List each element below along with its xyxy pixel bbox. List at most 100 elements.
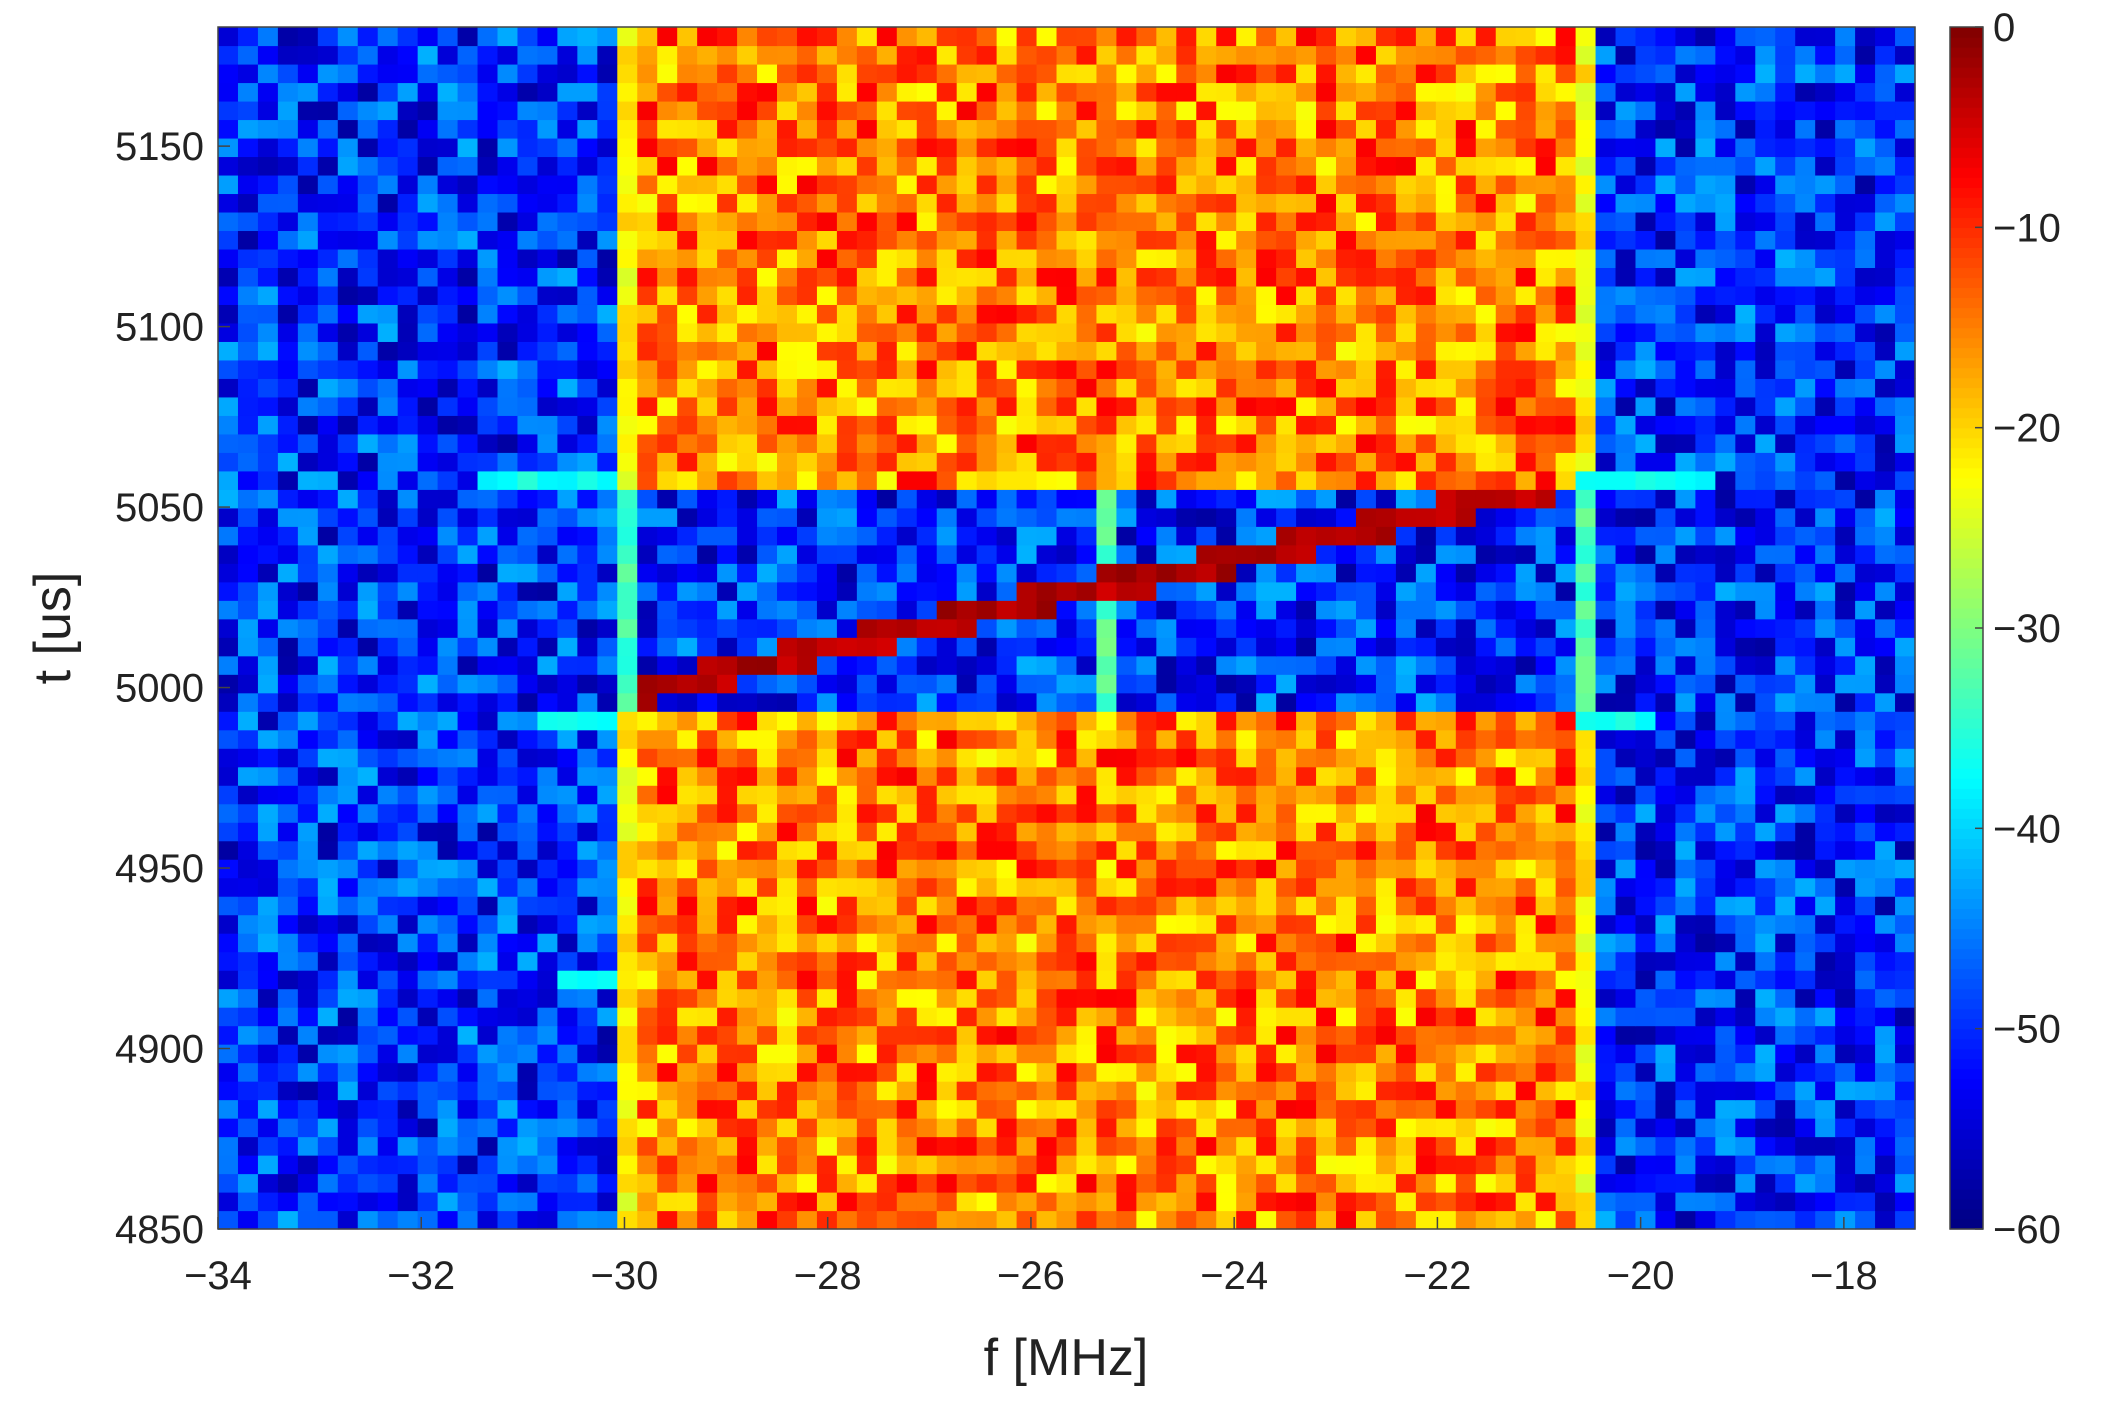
heatmap-cell	[1495, 692, 1517, 712]
heatmap-cell	[1336, 248, 1357, 268]
heatmap-cell	[1675, 951, 1696, 971]
heatmap-cell	[1056, 267, 1078, 287]
heatmap-cell	[976, 1136, 998, 1156]
heatmap-cell	[1595, 526, 1617, 546]
heatmap-cell	[1196, 470, 1217, 490]
heatmap-cell	[916, 267, 938, 287]
heatmap-cell	[976, 1044, 998, 1064]
heatmap-cell	[1176, 674, 1197, 694]
heatmap-cell	[1515, 933, 1537, 953]
heatmap-cell	[617, 489, 638, 509]
heatmap-cell	[257, 174, 279, 195]
heatmap-cell	[1755, 174, 1776, 195]
heatmap-cell	[218, 322, 239, 342]
heatmap-cell	[617, 563, 638, 583]
heatmap-cell	[936, 396, 958, 416]
heatmap-cell	[717, 748, 738, 768]
heatmap-cell	[1775, 1062, 1796, 1082]
heatmap-cell	[517, 1173, 539, 1193]
heatmap-cell	[1435, 526, 1457, 546]
heatmap-cell	[1855, 359, 1876, 379]
heatmap-cell	[777, 285, 798, 305]
heatmap-cells	[218, 27, 1916, 1230]
heatmap-cell	[1815, 1025, 1836, 1045]
heatmap-cell	[1296, 174, 1317, 195]
heatmap-cell	[477, 840, 499, 860]
heatmap-cell	[437, 933, 459, 953]
heatmap-cell	[1555, 1118, 1577, 1138]
heatmap-cell	[517, 544, 539, 564]
heatmap-cell	[1735, 914, 1756, 934]
heatmap-cell	[317, 470, 339, 490]
heatmap-cell	[1196, 156, 1217, 176]
heatmap-cell	[1355, 618, 1377, 638]
heatmap-cell	[1615, 655, 1637, 675]
heatmap-cell	[836, 748, 858, 768]
heatmap-cell	[337, 193, 359, 213]
heatmap-cell	[1635, 1210, 1657, 1230]
heatmap-cell	[916, 507, 938, 527]
heatmap-cell	[1056, 433, 1078, 453]
heatmap-cell	[637, 618, 658, 638]
heatmap-cell	[1176, 544, 1197, 564]
heatmap-cell	[497, 637, 519, 657]
heatmap-cell	[836, 1136, 858, 1156]
heatmap-cell	[757, 1025, 778, 1045]
heatmap-cell	[1256, 137, 1277, 158]
heatmap-cell	[956, 1210, 978, 1230]
heatmap-cell	[677, 692, 698, 712]
heatmap-cell	[397, 285, 419, 305]
heatmap-cell	[1495, 970, 1517, 990]
heatmap-cell	[1256, 655, 1277, 675]
heatmap-cell	[916, 600, 938, 620]
heatmap-cell	[737, 988, 758, 1008]
heatmap-cell	[1375, 156, 1397, 176]
heatmap-cell	[1236, 729, 1257, 749]
heatmap-cell	[317, 655, 339, 675]
heatmap-cell	[617, 452, 638, 472]
heatmap-cell	[1795, 637, 1816, 657]
heatmap-cell	[717, 840, 738, 860]
heatmap-cell	[377, 766, 399, 786]
heatmap-cell	[597, 933, 618, 953]
heatmap-cell	[1276, 729, 1297, 749]
heatmap-cell	[1555, 433, 1577, 453]
heatmap-cell	[1176, 1044, 1197, 1064]
heatmap-cell	[317, 1025, 339, 1045]
heatmap-cell	[1835, 637, 1856, 657]
heatmap-cell	[597, 766, 618, 786]
heatmap-cell	[1296, 285, 1317, 305]
heatmap-cell	[1555, 1155, 1577, 1175]
heatmap-cell	[1455, 341, 1477, 361]
heatmap-cell	[936, 267, 958, 287]
heatmap-cell	[377, 1210, 399, 1230]
heatmap-cell	[417, 766, 439, 786]
heatmap-cell	[936, 803, 958, 823]
heatmap-cell	[1615, 415, 1637, 435]
heatmap-cell	[1336, 692, 1357, 712]
heatmap-cell	[1216, 1118, 1237, 1138]
heatmap-cell	[1375, 1210, 1397, 1230]
heatmap-cell	[1755, 396, 1776, 416]
heatmap-cell	[1495, 933, 1517, 953]
heatmap-cell	[1056, 1192, 1078, 1212]
heatmap-cell	[237, 859, 259, 879]
heatmap-cell	[1515, 1025, 1537, 1045]
heatmap-cell	[1675, 415, 1696, 435]
heatmap-cell	[1236, 470, 1257, 490]
heatmap-cell	[597, 840, 618, 860]
heatmap-cell	[697, 877, 718, 897]
heatmap-cell	[1655, 803, 1677, 823]
heatmap-cell	[357, 174, 379, 195]
heatmap-cell	[437, 507, 459, 527]
heatmap-cell	[976, 433, 998, 453]
heatmap-cell	[1395, 1210, 1417, 1230]
heatmap-cell	[717, 1007, 738, 1027]
heatmap-cell	[1775, 933, 1796, 953]
heatmap-cell	[717, 914, 738, 934]
heatmap-cell	[617, 1173, 638, 1193]
heatmap-cell	[377, 933, 399, 953]
heatmap-cell	[1535, 618, 1557, 638]
heatmap-cell	[697, 304, 718, 324]
heatmap-cell	[517, 1044, 539, 1064]
